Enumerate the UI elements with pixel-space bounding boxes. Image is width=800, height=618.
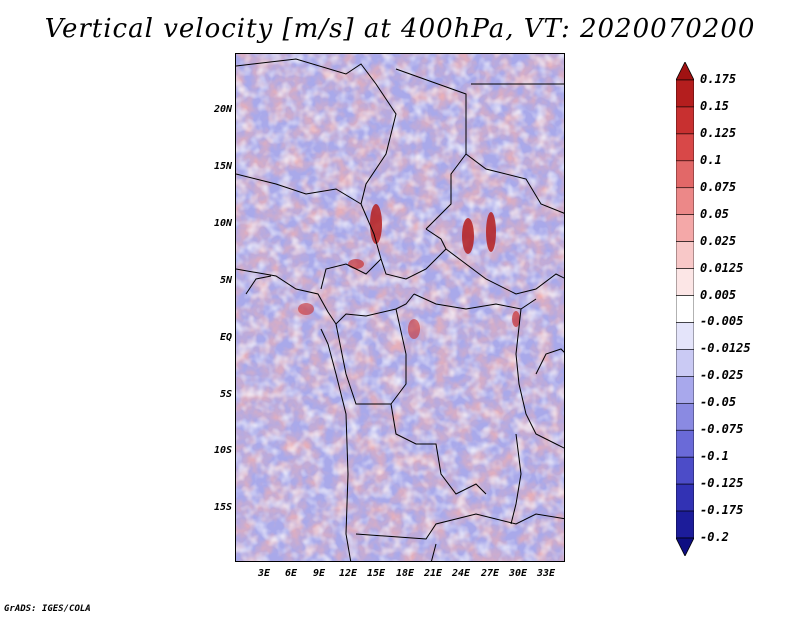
- colorbar-min-arrow: [676, 537, 694, 556]
- colorbar-label: 0.1: [700, 152, 722, 167]
- colorbar-segment: [676, 268, 694, 296]
- colorbar-label: 0.0125: [700, 260, 744, 275]
- colorbar-label: -0.075: [700, 422, 744, 437]
- colorbar-label: -0.005: [700, 314, 744, 329]
- colorbar-label: -0.2: [700, 530, 729, 544]
- grads-credit: GrADS: IGES/COLA: [4, 604, 91, 614]
- lat-label-15s: 15S: [213, 502, 232, 513]
- colorbar-label: 0.05: [700, 206, 729, 221]
- lon-label-21e: 21E: [423, 568, 443, 579]
- colorbar-segment: [676, 295, 694, 323]
- colorbar-segment: [676, 214, 694, 242]
- colorbar-label: 0.175: [700, 72, 737, 86]
- colorbar: [676, 62, 694, 556]
- colorbar-label: -0.1: [700, 449, 729, 464]
- colorbar-label: 0.025: [700, 233, 737, 248]
- lon-label-12e: 12E: [338, 568, 358, 579]
- colorbar-segment: [676, 241, 694, 269]
- colorbar-label: -0.125: [700, 476, 744, 491]
- lon-label-24e: 24E: [451, 568, 471, 579]
- colorbar-segment: [676, 322, 694, 350]
- colorbar-segment: [676, 349, 694, 377]
- lon-label-27e: 27E: [480, 568, 500, 579]
- colorbar-label: 0.125: [700, 125, 737, 140]
- colorbar-segment: [676, 133, 694, 162]
- lat-label-5s: 5S: [219, 389, 232, 400]
- lat-label-10s: 10S: [213, 445, 232, 456]
- lon-label-30e: 30E: [508, 568, 528, 579]
- lat-label-15n: 15N: [213, 161, 232, 172]
- lat-label-20n: 20N: [213, 104, 232, 115]
- colorbar-segment: [676, 456, 694, 485]
- colorbar-label: -0.0125: [700, 341, 751, 356]
- lon-label-33e: 33E: [536, 568, 556, 579]
- lon-label-3e: 3E: [257, 568, 271, 579]
- colorbar-segment: [676, 483, 694, 512]
- coastlines-borders: [236, 58, 564, 561]
- colorbar-label: -0.025: [700, 368, 744, 383]
- colorbar-label: -0.175: [700, 503, 744, 518]
- lon-label-9e: 9E: [312, 568, 326, 579]
- lon-label-18e: 18E: [395, 568, 415, 579]
- lat-label-5n: 5N: [219, 275, 232, 286]
- lat-label-eq: EQ: [219, 332, 232, 343]
- lon-label-15e: 15E: [366, 568, 386, 579]
- colorbar-label: 0.005: [700, 287, 737, 302]
- colorbar-segment: [676, 376, 694, 404]
- colorbar-segment: [676, 79, 694, 108]
- colorbar-label: -0.05: [700, 395, 737, 410]
- strong-ascent-patches: [298, 204, 520, 339]
- colorbar-label: 0.075: [700, 179, 737, 194]
- colorbar-segment: [676, 402, 694, 431]
- colorbar-max-arrow: [676, 62, 694, 81]
- colorbar-segment: [676, 106, 694, 135]
- velocity-field-map: [236, 54, 564, 561]
- map-panel: [235, 53, 565, 562]
- lat-label-10n: 10N: [213, 218, 232, 229]
- lon-label-6e: 6E: [284, 568, 298, 579]
- map-title: Vertical velocity [m/s] at 400hPa, VT: 2…: [44, 14, 756, 44]
- colorbar-segment: [676, 429, 694, 458]
- colorbar-segment: [676, 510, 694, 539]
- colorbar-segment: [676, 160, 694, 189]
- colorbar-segment: [676, 187, 694, 216]
- colorbar-label: 0.15: [700, 98, 729, 113]
